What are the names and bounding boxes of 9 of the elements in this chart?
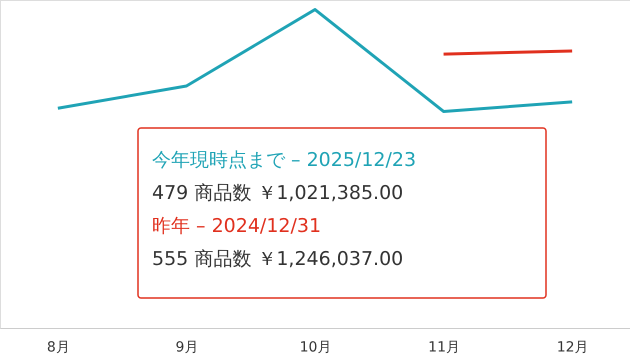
x-tick-label: 11月 bbox=[428, 340, 460, 354]
annotation: 479 商品数 ￥1,021,385.00 bbox=[152, 182, 404, 204]
annotation: 555 商品数 ￥1,246,037.00 bbox=[152, 248, 404, 270]
annotation: 今年現時点まで – 2025/12/23 bbox=[152, 149, 416, 171]
x-tick-label: 10月 bbox=[300, 340, 332, 354]
x-tick-label: 12月 bbox=[556, 340, 589, 354]
annotation: 昨年 – 2024/12/31 bbox=[152, 215, 322, 237]
x-tick-label: 8月 bbox=[46, 340, 70, 354]
x-tick-label: 9月 bbox=[175, 340, 198, 354]
